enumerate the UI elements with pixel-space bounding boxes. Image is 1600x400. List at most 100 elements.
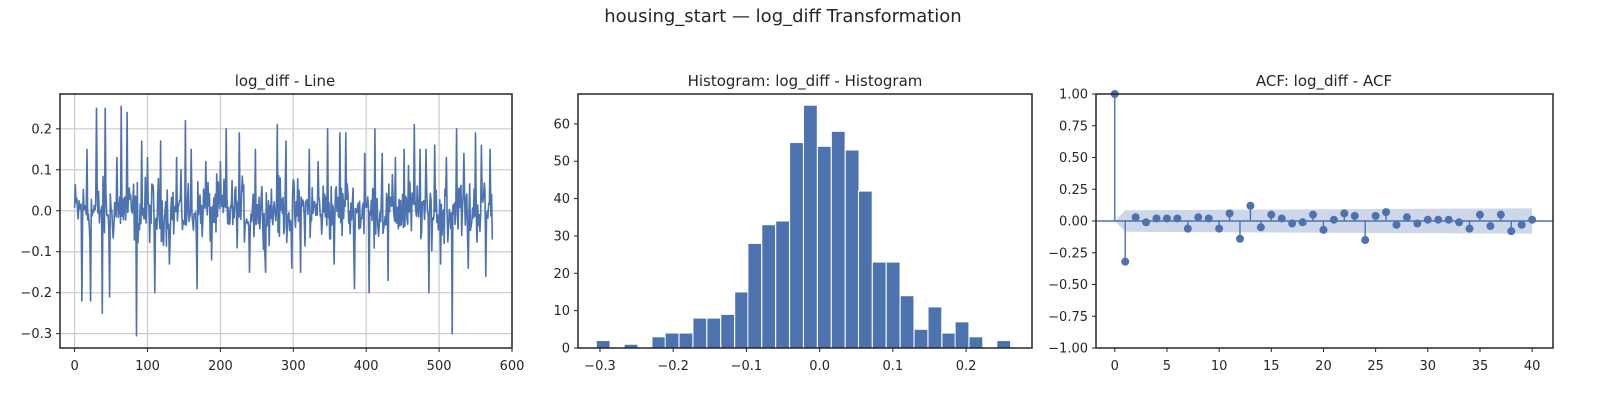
histogram-bar [844,149,860,349]
histogram-bar [692,317,708,349]
figure-title: housing_start — log_diff Transformation [604,6,961,27]
x-tick-label: 40 [1524,359,1541,374]
histogram-bar [678,332,694,349]
acf-point [1402,213,1411,222]
y-tick-label: 0.1 [31,163,52,178]
acf-point [1455,218,1464,227]
acf-point [1183,224,1192,233]
acf-point [1423,215,1432,224]
acf-point [1204,214,1213,223]
histogram-bar [816,145,832,349]
x-tick-label: −0.3 [584,359,616,374]
x-tick-label: 35 [1472,359,1489,374]
x-tick-label: 0.0 [809,359,830,374]
acf-point [1475,210,1484,219]
y-tick-label: −0.75 [1048,310,1088,325]
acf-title: ACF: log_diff - ACF [1256,72,1392,91]
y-tick-label: −0.3 [20,327,52,342]
x-tick-label: 30 [1420,359,1437,374]
x-tick-label: −0.2 [657,359,689,374]
line-chart-panel: log_diff - Line 0 100 200 300 400 500 600 −0.3 −… [20,72,524,374]
acf-point [1486,222,1495,231]
acf-point [1392,220,1401,229]
histogram-bar [734,291,749,349]
y-tick-label: 0.2 [31,122,52,137]
acf-point [1371,211,1380,220]
acf-point [1517,220,1526,229]
y-tick-label: 10 [553,304,570,319]
histogram-bar [885,261,901,349]
acf-panel: ACF: log_diff - ACF 0 5 10 15 20 25 30 35 40 −1.0… [1048,72,1554,374]
acf-point [1507,227,1516,236]
acf-point [1194,213,1203,222]
y-tick-label: 40 [553,192,570,207]
histogram-bar [954,321,970,349]
histogram-bar [927,306,943,349]
y-tick-label: 1.00 [1059,88,1088,103]
x-tick-label: 0.1 [883,359,904,374]
acf-point [1340,209,1349,218]
acf-point [1256,223,1265,232]
y-tick-label: 50 [553,155,570,170]
x-tick-label: 0 [1111,359,1119,374]
x-tick-label: 0.2 [956,359,977,374]
x-tick-label: 5 [1163,359,1171,374]
acf-point [1309,210,1318,219]
y-tick-label: 0.25 [1059,183,1088,198]
axes-frame [577,93,1033,349]
histogram-title: Histogram: log_diff - Histogram [688,72,923,91]
histogram-bar [899,295,915,349]
acf-point [1121,257,1130,266]
x-tick-label: 25 [1367,359,1384,374]
acf-point [1465,224,1474,233]
y-tick-label: −0.2 [20,286,52,301]
axes-frame [59,93,513,349]
histogram-bar [941,332,957,349]
y-tick-label: 0.0 [31,204,52,219]
histogram-bar [761,224,777,349]
histogram-bar [651,336,667,349]
y-tick-label: 30 [553,229,570,244]
y-tick-label: 20 [553,267,570,282]
x-tick-label: 300 [281,359,306,374]
acf-point [1444,215,1453,224]
acf-point [1329,215,1338,224]
x-tick-label: 200 [208,359,233,374]
histogram-bar [775,220,790,349]
acf-point [1162,214,1171,223]
y-tick-label: −0.50 [1048,278,1088,293]
acf-point [1152,214,1161,223]
acf-point [1235,234,1244,243]
line-chart-title: log_diff - Line [235,72,336,91]
y-tick-label: 0.00 [1059,215,1088,230]
histogram-bar [830,130,846,349]
acf-point [1350,211,1359,220]
histogram-bar [720,313,736,349]
x-tick-label: 400 [354,359,379,374]
y-tick-label: −0.25 [1048,246,1088,261]
histogram-bar [871,261,887,349]
y-tick-label: 0.75 [1059,119,1088,134]
acf-point [1246,201,1255,210]
histogram-bar [996,340,1012,349]
acf-point [1288,219,1297,228]
x-tick-label: −0.1 [731,359,763,374]
acf-point [1225,209,1234,218]
x-tick-label: 600 [500,359,525,374]
series-line [73,105,494,337]
x-tick-label: 500 [427,359,452,374]
acf-point [1267,210,1276,219]
y-tick-label: 60 [553,117,570,132]
x-tick-label: 10 [1211,359,1228,374]
acf-point [1361,236,1370,245]
acf-point [1215,224,1224,233]
y-tick-label: −1.00 [1048,342,1088,357]
acf-point [1496,210,1505,219]
histogram-bar [706,317,722,349]
x-tick-label: 15 [1263,359,1280,374]
histogram-bar [747,242,763,349]
acf-point [1131,213,1140,222]
histogram-bar [913,328,929,349]
histogram-bar [595,340,611,349]
y-tick-label: 0 [562,342,570,357]
